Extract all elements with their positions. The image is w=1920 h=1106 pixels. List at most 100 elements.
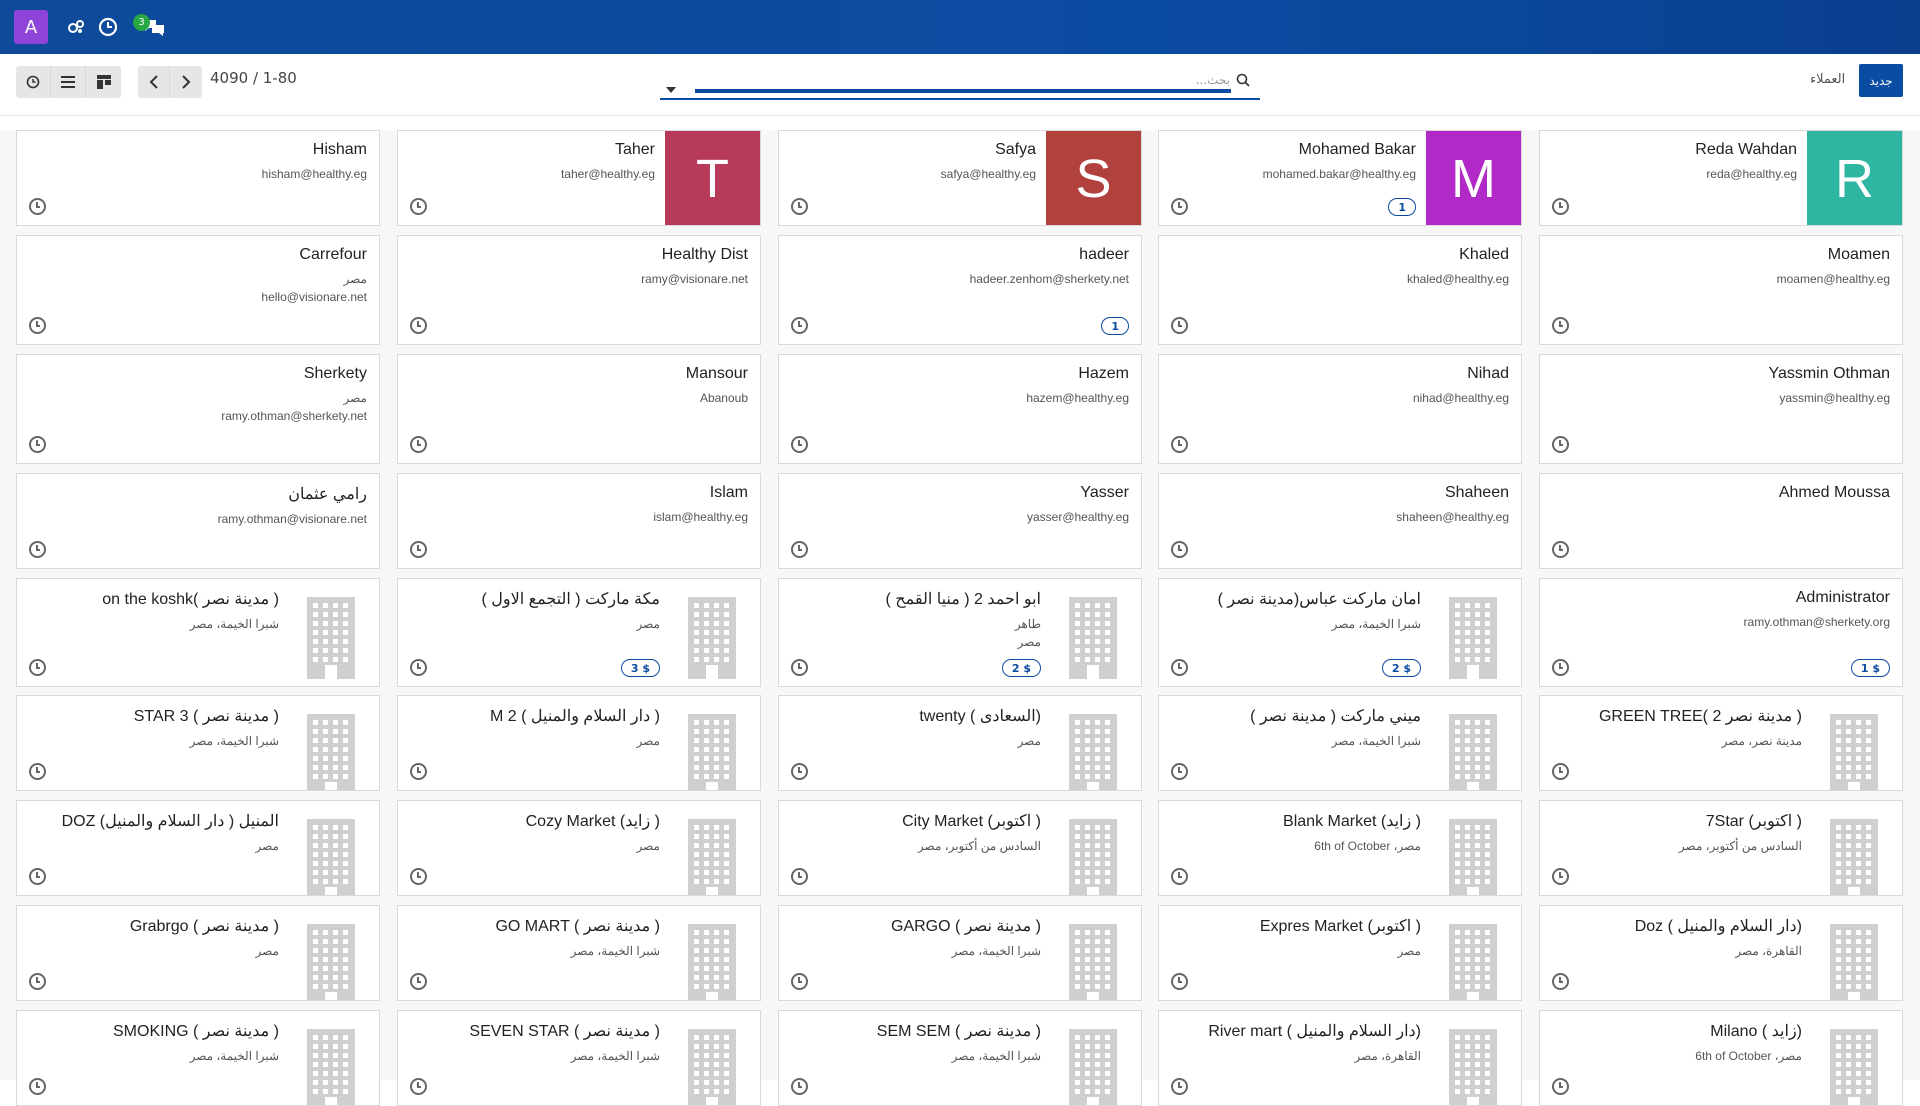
customer-card[interactable]: Doz ( دار السلام والمنيل) القاهرة، مصر xyxy=(1539,905,1903,1001)
customer-card[interactable]: Grabrgo ( مدينة نصر ) مصر xyxy=(16,905,380,1001)
customer-card[interactable]: River mart ( دار السلام والمنيل) القاهرة،… xyxy=(1158,1010,1522,1106)
customer-card[interactable]: DOZ المنيل ( دار السلام والمنيل) مصر xyxy=(16,800,380,896)
customer-card[interactable]: Administrator ramy.othman@sherkety.org 1 $ xyxy=(1539,578,1903,687)
customer-card[interactable]: Hisham hisham@healthy.eg xyxy=(16,130,380,226)
activity-clock-icon[interactable] xyxy=(410,541,427,558)
activity-clock-icon[interactable] xyxy=(1552,1078,1569,1095)
activity-clock-icon[interactable] xyxy=(410,198,427,215)
customer-card[interactable]: Khaled khaled@healthy.eg xyxy=(1158,235,1522,345)
customer-card[interactable]: on the koshk( مدينة نصر ) شبرا الخيمة، مص… xyxy=(16,578,380,687)
activity-clock-icon[interactable] xyxy=(1171,436,1188,453)
activity-clock-icon[interactable] xyxy=(410,763,427,780)
activity-clock-icon[interactable] xyxy=(410,868,427,885)
customer-card[interactable]: Moamen moamen@healthy.eg xyxy=(1539,235,1903,345)
list-view-button[interactable] xyxy=(51,66,86,98)
activity-clock-icon[interactable] xyxy=(1171,868,1188,885)
customer-card[interactable]: Nihad nihad@healthy.eg xyxy=(1158,354,1522,464)
customer-card[interactable]: Cozy Market (زايد ) مصر xyxy=(397,800,761,896)
customer-card[interactable]: M 2 ( دار السلام والمنيل ) مصر xyxy=(397,695,761,791)
activity-clock-icon[interactable] xyxy=(29,763,46,780)
customer-card[interactable]: SEVEN STAR ( مدينة نصر ) شبرا الخيمة، مصر xyxy=(397,1010,761,1106)
customer-card[interactable]: Carrefour مصر hello@visionare.net xyxy=(16,235,380,345)
customer-card[interactable]: ابو احمد 2 ( منيا القمح ) طاهر مصر 2 $ xyxy=(778,578,1142,687)
customer-card[interactable]: رامي عثمان ramy.othman@visionare.net xyxy=(16,473,380,569)
customer-card[interactable]: SMOKING ( مدينة نصر ) شبرا الخيمة، مصر xyxy=(16,1010,380,1106)
activity-clock-icon[interactable] xyxy=(1552,317,1569,334)
activity-clock-icon[interactable] xyxy=(791,763,808,780)
customer-card[interactable]: Yasser yasser@healthy.eg xyxy=(778,473,1142,569)
customer-card[interactable]: Expres Market (اكتوبر ) مصر xyxy=(1158,905,1522,1001)
kanban-view-button[interactable] xyxy=(86,66,121,98)
activity-clock-icon[interactable] xyxy=(791,541,808,558)
customer-card[interactable]: M Mohamed Bakar mohamed.bakar@healthy.eg 1 xyxy=(1158,130,1522,226)
customer-card[interactable]: 7Star (اكتوبر ) السادس من أكتوبر، مصر xyxy=(1539,800,1903,896)
search-icon[interactable] xyxy=(1236,72,1250,91)
clock-icon[interactable] xyxy=(94,13,122,41)
customer-card[interactable]: hadeer hadeer.zenhom@sherkety.net 1 xyxy=(778,235,1142,345)
customer-card[interactable]: Yassmin Othman yassmin@healthy.eg xyxy=(1539,354,1903,464)
activity-clock-icon[interactable] xyxy=(1552,659,1569,676)
activity-clock-icon[interactable] xyxy=(410,436,427,453)
customer-card[interactable]: R Reda Wahdan reda@healthy.eg xyxy=(1539,130,1903,226)
customer-card[interactable]: twenty ( السعادى) مصر xyxy=(778,695,1142,791)
pager-value[interactable]: 4090 / 1-80 xyxy=(210,69,297,87)
activity-clock-icon[interactable] xyxy=(1552,541,1569,558)
activity-clock-icon[interactable] xyxy=(1171,317,1188,334)
activity-clock-icon[interactable] xyxy=(791,198,808,215)
customer-card[interactable]: S Safya safya@healthy.eg xyxy=(778,130,1142,226)
customer-card[interactable]: Islam islam@healthy.eg xyxy=(397,473,761,569)
customer-card[interactable]: City Market (اكتوبر ) السادس من أكتوبر، م… xyxy=(778,800,1142,896)
activity-clock-icon[interactable] xyxy=(410,317,427,334)
activity-clock-icon[interactable] xyxy=(791,317,808,334)
activity-clock-icon[interactable] xyxy=(410,1078,427,1095)
activity-clock-icon[interactable] xyxy=(1552,763,1569,780)
activity-clock-icon[interactable] xyxy=(791,973,808,990)
activity-clock-icon[interactable] xyxy=(29,659,46,676)
customer-card[interactable]: Healthy Dist ramy@visionare.net xyxy=(397,235,761,345)
customer-card[interactable]: GO MART ( مدينة نصر ) شبرا الخيمة، مصر xyxy=(397,905,761,1001)
customer-card[interactable]: مكة ماركت ( التجمع الاول ) مصر 3 $ xyxy=(397,578,761,687)
customer-card[interactable]: Milano ( زايد) 6th of October ،مصر xyxy=(1539,1010,1903,1106)
customer-card[interactable]: GREEN TREE( مدينة نصر 2 ) مدينة نصر، مصر xyxy=(1539,695,1903,791)
customer-card[interactable]: Ahmed Moussa xyxy=(1539,473,1903,569)
activity-clock-icon[interactable] xyxy=(1171,1078,1188,1095)
customer-card[interactable]: ميني ماركت ( مدينة نصر ) شبرا الخيمة، مصر xyxy=(1158,695,1522,791)
activity-clock-icon[interactable] xyxy=(791,868,808,885)
activity-clock-icon[interactable] xyxy=(1171,198,1188,215)
customer-card[interactable]: STAR 3 ( مدينة نصر ) شبرا الخيمة، مصر xyxy=(16,695,380,791)
activity-clock-icon[interactable] xyxy=(1171,659,1188,676)
activity-clock-icon[interactable] xyxy=(29,973,46,990)
activity-clock-icon[interactable] xyxy=(1552,868,1569,885)
pager-next-button[interactable] xyxy=(170,66,202,98)
search-options-dropdown[interactable] xyxy=(666,78,676,97)
activity-clock-icon[interactable] xyxy=(29,1078,46,1095)
customer-card[interactable]: GARGO ( مدينة نصر ) شبرا الخيمة، مصر xyxy=(778,905,1142,1001)
activity-clock-icon[interactable] xyxy=(410,659,427,676)
activity-clock-icon[interactable] xyxy=(1552,973,1569,990)
activity-view-button[interactable] xyxy=(16,66,51,98)
customer-card[interactable]: امان ماركت عباس(مدينة نصر ) شبرا الخيمة، … xyxy=(1158,578,1522,687)
activity-clock-icon[interactable] xyxy=(1171,973,1188,990)
customer-card[interactable]: Mansour Abanoub xyxy=(397,354,761,464)
customer-card[interactable]: Sherkety مصر ramy.othman@sherkety.net xyxy=(16,354,380,464)
activity-clock-icon[interactable] xyxy=(1171,541,1188,558)
apps-icon[interactable] xyxy=(62,13,90,41)
activity-clock-icon[interactable] xyxy=(29,317,46,334)
activity-clock-icon[interactable] xyxy=(29,868,46,885)
app-switcher-button[interactable]: A xyxy=(14,10,48,44)
activity-clock-icon[interactable] xyxy=(791,1078,808,1095)
customer-card[interactable]: Shaheen shaheen@healthy.eg xyxy=(1158,473,1522,569)
activity-clock-icon[interactable] xyxy=(29,198,46,215)
activity-clock-icon[interactable] xyxy=(1171,763,1188,780)
create-button[interactable]: جديد xyxy=(1859,64,1903,97)
search-bar[interactable] xyxy=(660,64,1260,100)
customer-card[interactable]: SEM SEM ( مدينة نصر ) شبرا الخيمة، مصر xyxy=(778,1010,1142,1106)
activity-clock-icon[interactable] xyxy=(791,659,808,676)
search-input[interactable]: بحث... xyxy=(1195,73,1230,87)
customer-card[interactable]: Blank Market (زايد ) 6th of October ،مصر xyxy=(1158,800,1522,896)
activity-clock-icon[interactable] xyxy=(1552,198,1569,215)
activity-clock-icon[interactable] xyxy=(410,973,427,990)
pager-previous-button[interactable] xyxy=(138,66,170,98)
activity-clock-icon[interactable] xyxy=(29,436,46,453)
activity-clock-icon[interactable] xyxy=(791,436,808,453)
